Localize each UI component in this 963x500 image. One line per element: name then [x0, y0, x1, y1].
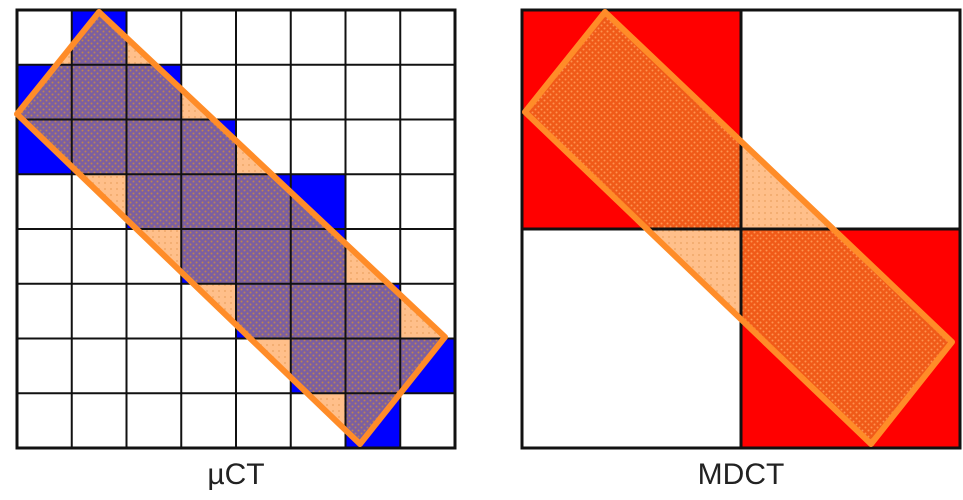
- uct-border: [15, 8, 457, 450]
- uct-overlap-cell: [345, 283, 401, 339]
- uct-overlap-cell: [181, 174, 236, 229]
- uct-overlap-cell: [345, 338, 401, 394]
- uct-label: µCT: [207, 458, 265, 491]
- mdct-border: [520, 8, 962, 450]
- uct-overlap-cell: [126, 119, 182, 175]
- uct-overlap-cell: [236, 229, 291, 284]
- uct-overlap-cell: [126, 174, 182, 229]
- uct-overlap-cell: [71, 119, 127, 175]
- uct-rotated-rect-outline: [14, 9, 448, 447]
- mdct-label: MDCT: [697, 458, 785, 491]
- uct-grid-lines: [17, 10, 455, 448]
- uct-overlap-cell: [290, 283, 346, 339]
- uct-overlap-cell: [181, 229, 236, 284]
- panel-uct: [14, 8, 457, 450]
- mdct-rotated-rect-outline: [522, 9, 955, 447]
- uct-overlap-cell: [71, 64, 127, 120]
- panel-mdct: [520, 8, 962, 450]
